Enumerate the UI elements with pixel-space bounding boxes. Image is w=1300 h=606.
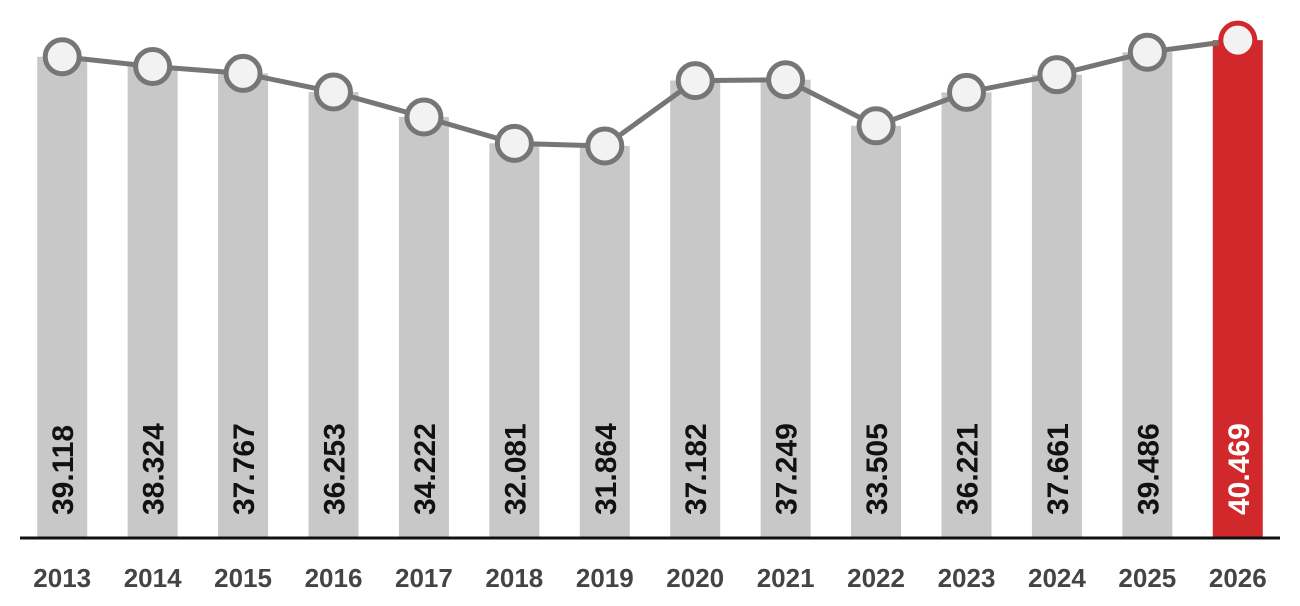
- value-label: 36.221: [952, 423, 985, 515]
- value-label: 37.249: [771, 423, 804, 515]
- bar: [398, 116, 449, 539]
- marker: [1037, 55, 1077, 95]
- marker: [766, 60, 806, 100]
- bar: [308, 92, 359, 539]
- x-tick-label: 2014: [124, 563, 182, 593]
- value-label: 40.469: [1223, 423, 1256, 515]
- x-tick-label: 2026: [1209, 563, 1267, 593]
- value-label: 36.253: [319, 423, 352, 515]
- bar: [127, 66, 178, 539]
- bar: [37, 56, 88, 538]
- x-tick-label: 2022: [847, 563, 905, 593]
- x-tick-label: 2020: [666, 563, 724, 593]
- marker: [314, 72, 353, 112]
- x-tick-label: 2025: [1118, 563, 1176, 593]
- value-label: 39.118: [47, 425, 80, 515]
- bar: [1122, 52, 1173, 538]
- x-tick-label: 2015: [214, 563, 272, 593]
- marker: [133, 47, 173, 87]
- marker: [1218, 20, 1258, 60]
- marker: [675, 61, 715, 101]
- bar: [670, 80, 721, 539]
- value-label: 39.486: [1132, 423, 1165, 515]
- value-label: 38.324: [138, 423, 171, 515]
- value-label: 34.222: [409, 423, 442, 515]
- marker: [42, 37, 82, 77]
- x-tick-label: 2018: [485, 563, 543, 593]
- x-tick-label: 2017: [395, 563, 453, 593]
- value-label: 37.661: [1042, 423, 1075, 515]
- marker: [1127, 32, 1167, 72]
- bar: [760, 79, 811, 538]
- value-label: 37.182: [680, 423, 713, 515]
- marker: [947, 72, 986, 112]
- bar: [579, 145, 630, 538]
- bar: [851, 125, 902, 539]
- marker: [404, 97, 444, 137]
- bar: [1031, 74, 1082, 538]
- marker: [856, 106, 896, 146]
- x-tick-label: 2016: [305, 563, 363, 593]
- bar: [941, 92, 992, 539]
- x-tick-label: 2021: [757, 563, 815, 593]
- x-tick-label: 2023: [938, 563, 996, 593]
- bar: [489, 143, 540, 538]
- value-label: 31.864: [590, 423, 623, 515]
- x-tick-label: 2024: [1028, 563, 1086, 593]
- marker: [223, 53, 263, 93]
- bar: [1212, 40, 1263, 539]
- value-label: 37.767: [228, 423, 261, 515]
- bar: [218, 73, 269, 539]
- x-tick-label: 2019: [576, 563, 634, 593]
- marker: [494, 123, 534, 163]
- value-label: 32.081: [499, 423, 532, 515]
- x-tick-label: 2013: [33, 563, 91, 593]
- marker: [585, 126, 625, 166]
- value-label: 33.505: [861, 423, 894, 515]
